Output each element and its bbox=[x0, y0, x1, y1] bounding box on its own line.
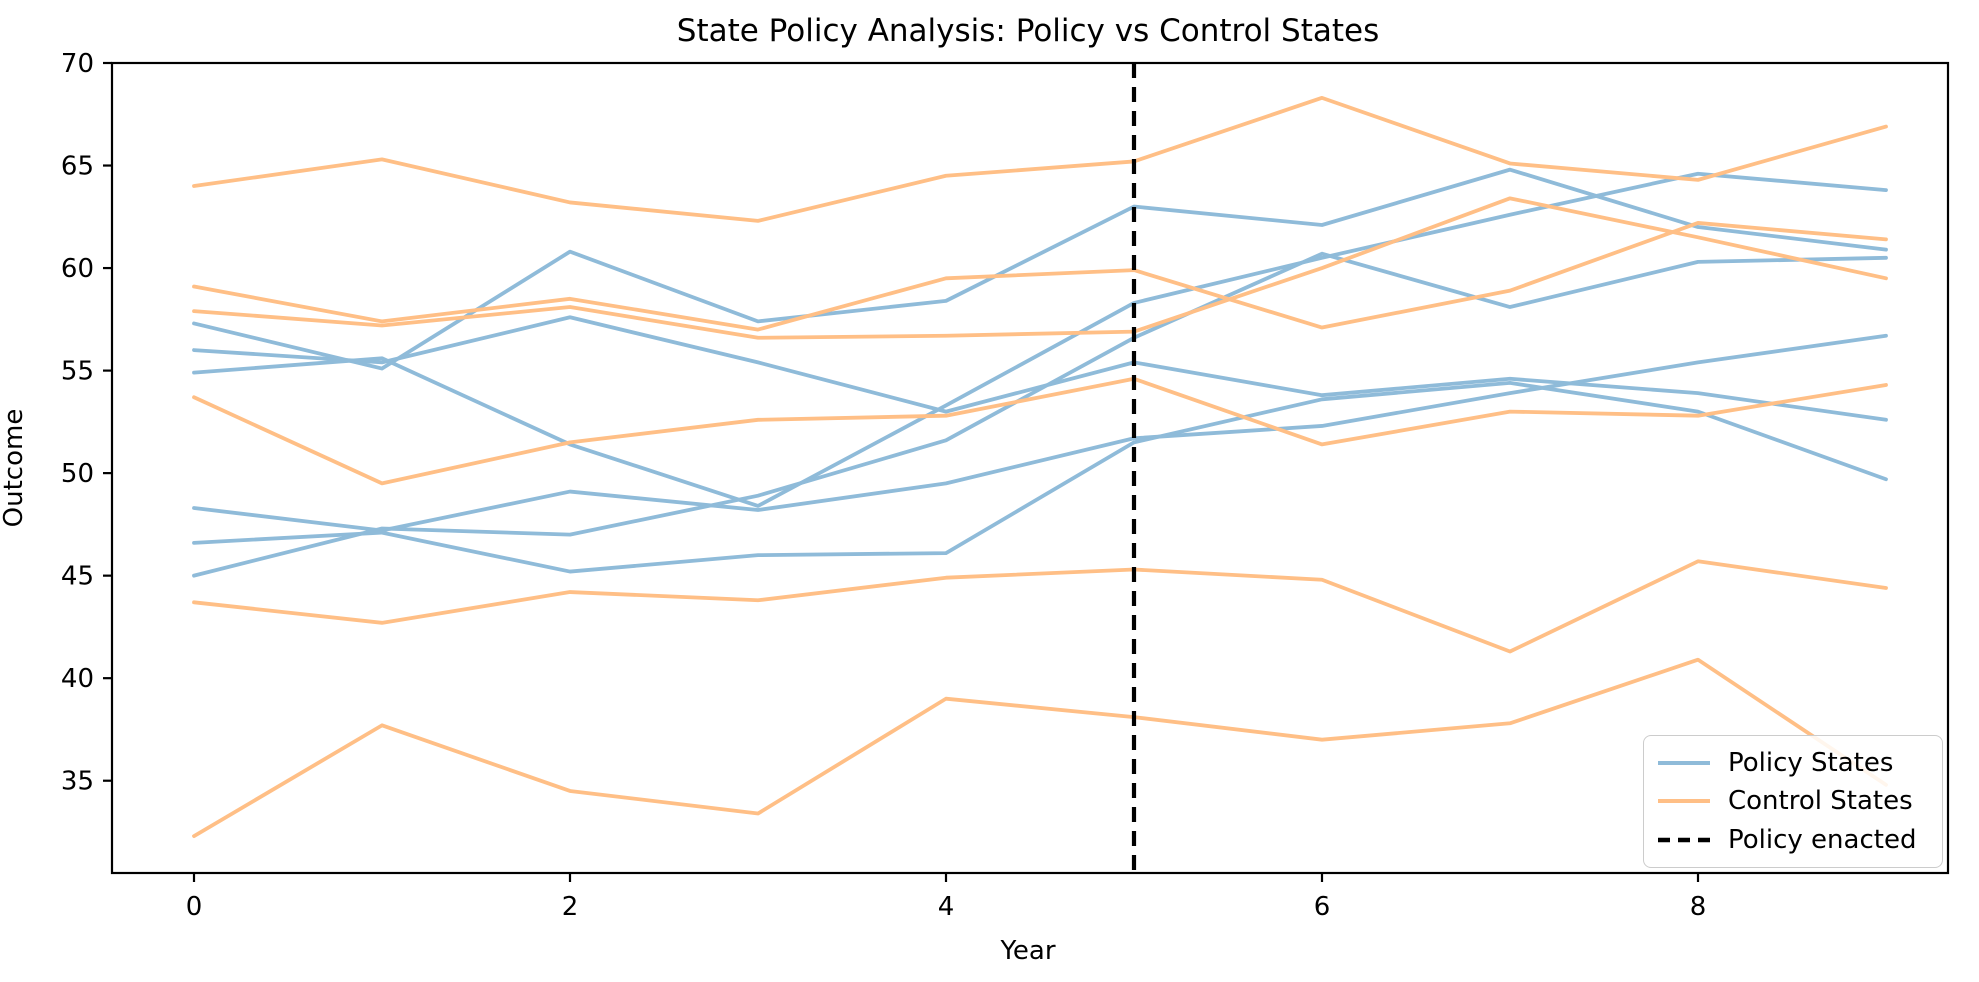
legend-label: Control States bbox=[1728, 786, 1913, 817]
series-line-control bbox=[192, 95, 1888, 223]
y-tick-label: 45 bbox=[61, 562, 94, 592]
y-tick-label: 60 bbox=[61, 254, 94, 284]
y-tick-label: 55 bbox=[61, 357, 94, 387]
series-line-policy bbox=[192, 167, 1888, 371]
legend-item-policy-states: Policy States bbox=[1656, 745, 1930, 781]
legend-label: Policy enacted bbox=[1728, 824, 1917, 855]
x-tick-label: 2 bbox=[562, 892, 579, 922]
chart-title: State Policy Analysis: Policy vs Control… bbox=[676, 13, 1380, 49]
y-axis-label: Outcome bbox=[0, 408, 29, 528]
y-tick-label: 35 bbox=[61, 767, 94, 797]
series-line-control bbox=[192, 221, 1888, 332]
legend-item-control-states: Control States bbox=[1656, 783, 1930, 819]
series-line-control bbox=[192, 559, 1888, 654]
y-tick-label: 70 bbox=[61, 49, 94, 79]
series-line-policy bbox=[192, 333, 1888, 533]
policy-line-sample-icon bbox=[1658, 761, 1710, 766]
x-tick-label: 4 bbox=[938, 892, 955, 922]
legend-item-policy-enacted: Policy enacted bbox=[1656, 822, 1930, 858]
series-line-control bbox=[192, 376, 1888, 486]
x-tick-label: 8 bbox=[1690, 892, 1707, 922]
y-tick-label: 40 bbox=[61, 664, 94, 694]
series-line-control bbox=[192, 196, 1888, 340]
x-tick-label: 6 bbox=[1314, 892, 1331, 922]
dashed-line-sample-icon bbox=[1658, 837, 1710, 843]
series-line-policy bbox=[192, 380, 1888, 574]
legend-label: Policy States bbox=[1728, 748, 1894, 779]
axes-frame bbox=[110, 61, 1950, 875]
series-line-policy bbox=[192, 251, 1888, 578]
legend: Policy States Control States Policy enac… bbox=[1643, 735, 1943, 868]
x-tick-label: 0 bbox=[186, 892, 203, 922]
series-line-control bbox=[192, 657, 1888, 838]
series-line-policy bbox=[192, 171, 1888, 508]
y-tick-label: 65 bbox=[61, 152, 94, 182]
x-axis-label: Year bbox=[1000, 936, 1056, 966]
y-tick-label: 50 bbox=[61, 459, 94, 489]
control-line-sample-icon bbox=[1658, 799, 1710, 804]
